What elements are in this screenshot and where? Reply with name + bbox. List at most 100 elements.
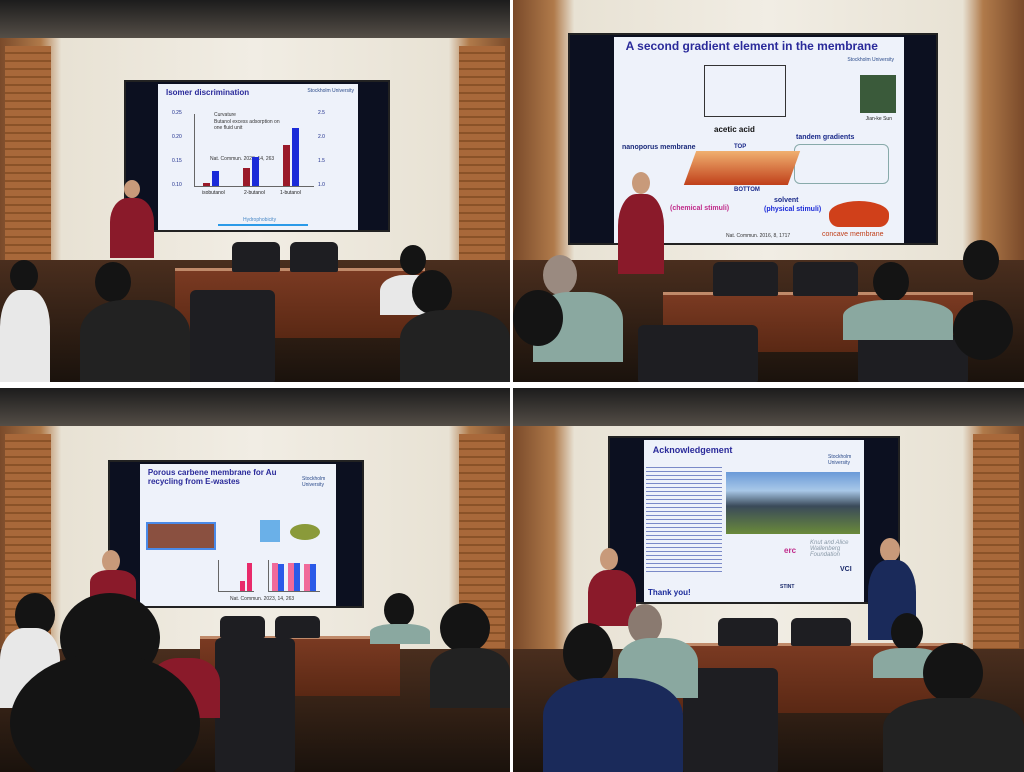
university-logo: Stockholm University <box>307 88 354 94</box>
concave-membrane-image <box>829 201 889 227</box>
slide-title: Isomer discrimination <box>166 88 250 98</box>
top-label: TOP <box>734 144 747 150</box>
audience-member <box>543 255 577 295</box>
tick: 2.5 <box>318 110 325 116</box>
erc-logo: erc <box>784 546 797 555</box>
audience-member <box>963 240 999 280</box>
university-logo: Stockholm University <box>847 57 894 63</box>
audience-member <box>400 245 426 275</box>
chair <box>215 638 295 772</box>
bar-curvature <box>243 167 250 186</box>
wood-panel <box>5 45 51 268</box>
audience-member <box>953 300 1013 360</box>
category-label: 1-butanol <box>280 190 301 196</box>
acetic-acid-label: acetic acid <box>714 125 755 134</box>
thank-you: Thank you! <box>648 588 691 597</box>
tick: 2.0 <box>318 134 325 140</box>
legend-curvature: Curvature <box>214 112 236 118</box>
solvent-label: solvent <box>774 197 799 204</box>
chair <box>220 616 265 638</box>
university-logo: Stockholm University <box>302 476 326 488</box>
vci-logo: VCI <box>840 566 852 573</box>
audience-member <box>0 290 50 382</box>
audience-member <box>891 613 923 651</box>
university-logo: Stockholm University <box>828 454 852 466</box>
legend-adsorption: Butanol excess adsorption on one fluid u… <box>214 119 280 131</box>
bottom-label: BOTTOM <box>734 187 760 193</box>
tandem-label: tandem gradients <box>796 134 855 141</box>
chair <box>791 618 851 646</box>
chair <box>275 616 320 638</box>
physical-label: (physical stimuli) <box>764 206 822 213</box>
audience-member <box>628 604 662 644</box>
chemical-label: (chemical stimuli) <box>670 205 730 212</box>
audience-member <box>80 300 190 382</box>
audience-member <box>440 603 490 653</box>
chair <box>638 325 758 382</box>
chair <box>793 262 858 296</box>
citation: Nat. Commun. 2016, 8, 1717 <box>726 233 791 239</box>
category-label: isobutanol <box>202 190 225 196</box>
chair <box>683 668 778 772</box>
audience-member <box>563 623 613 683</box>
audience-member <box>513 290 563 346</box>
photo-carbene-talk: Porous carbene membrane for Au recycling… <box>0 388 510 772</box>
tick: 0.15 <box>172 158 182 164</box>
slide: Isomer discrimination Stockholm Universi… <box>158 84 358 230</box>
membrane-image <box>683 151 801 185</box>
chair <box>713 262 778 296</box>
slide-title: A second gradient element in the membran… <box>625 39 878 53</box>
chair <box>718 618 778 646</box>
audience-member <box>400 310 510 382</box>
tick: 1.0 <box>318 182 325 188</box>
foundation-logo: Knut and Alice Wallenberg Foundation <box>810 540 849 558</box>
audience-member <box>873 262 909 302</box>
audience-member <box>10 653 200 772</box>
beaker-image <box>260 520 280 542</box>
bar-adsorption <box>292 127 299 186</box>
group-photo <box>726 472 860 534</box>
bar-curvature <box>203 182 210 186</box>
chart-1 <box>218 560 254 592</box>
audience-member <box>95 262 131 302</box>
audience-member <box>370 624 430 644</box>
photo-isomer-talk: Isomer discrimination Stockholm Universi… <box>0 0 510 382</box>
chair <box>858 335 968 382</box>
concave-label: concave membrane <box>822 231 884 238</box>
slide: Acknowledgement Stockholm University Knu… <box>644 440 864 602</box>
wood-panel <box>972 434 1019 657</box>
chair <box>190 290 275 382</box>
nanoporous-label: nanoporus membrane <box>622 144 696 151</box>
bar-chart <box>194 114 314 187</box>
tandem-box <box>794 144 889 184</box>
audience-member <box>543 678 683 772</box>
portrait-caption: Jian-ke Sun <box>865 116 892 122</box>
slide-title: Porous carbene membrane for Au recycling… <box>147 468 277 487</box>
stint-logo: STINT <box>780 584 795 590</box>
photo-gradient-talk: A second gradient element in the membran… <box>513 0 1024 382</box>
chair <box>290 242 338 272</box>
slide: A second gradient element in the membran… <box>614 37 904 243</box>
tick: 0.10 <box>172 182 182 188</box>
slide: Porous carbene membrane for Au recycling… <box>140 464 336 606</box>
membrane-image <box>146 522 216 550</box>
category-label: 2-butanol <box>244 190 265 196</box>
tick: 1.5 <box>318 158 325 164</box>
citation: Nat. Commun. 2023, 14, 263 <box>210 156 275 162</box>
bar-curvature <box>283 144 290 186</box>
display-screen: A second gradient element in the membran… <box>568 33 938 245</box>
names-list <box>646 464 722 574</box>
display-screen: Porous carbene membrane for Au recycling… <box>108 460 364 608</box>
audience-member <box>883 698 1024 772</box>
audience-member <box>923 643 983 703</box>
bar-adsorption <box>252 156 259 186</box>
photo-acknowledgement-talk: Acknowledgement Stockholm University Knu… <box>513 388 1024 772</box>
arrow-label: Hydrophobicity <box>243 217 277 223</box>
slide-title: Acknowledgement <box>652 444 733 455</box>
audience-member <box>430 648 510 708</box>
tick: 0.25 <box>172 110 182 116</box>
display-screen: Isomer discrimination Stockholm Universi… <box>124 80 390 232</box>
hydrophobicity-arrow <box>218 224 308 226</box>
display-screen: Acknowledgement Stockholm University Knu… <box>608 436 900 604</box>
chair <box>232 242 280 272</box>
